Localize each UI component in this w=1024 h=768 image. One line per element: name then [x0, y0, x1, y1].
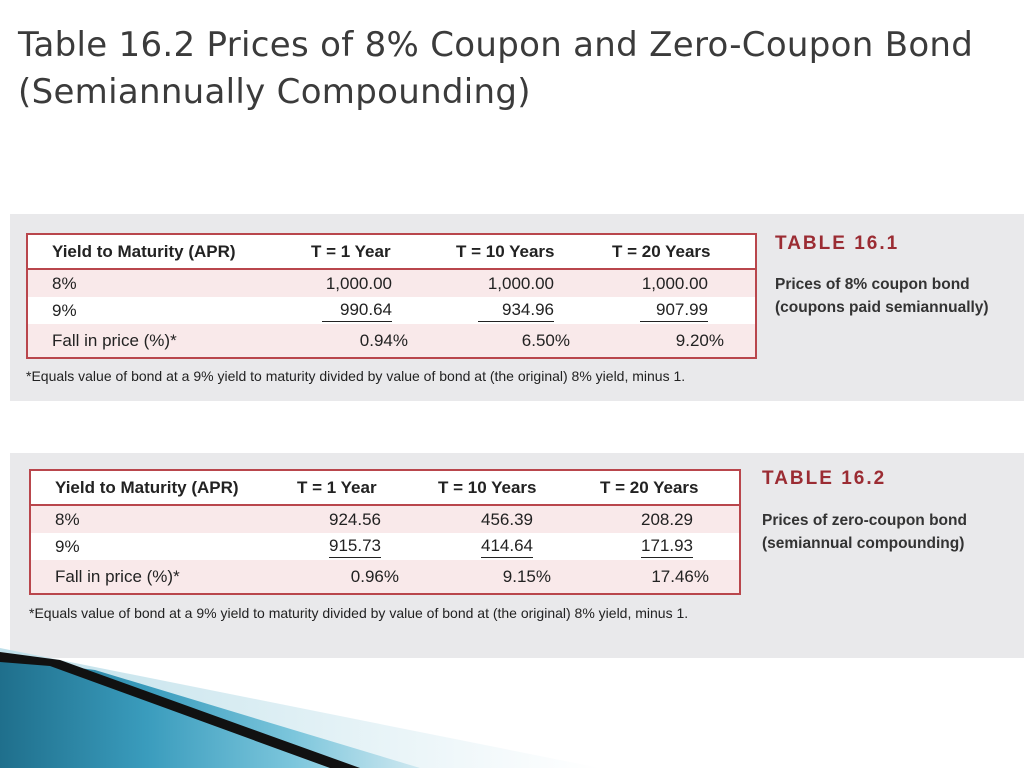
header-t10: T = 10 Years [456, 241, 555, 261]
row-label: Fall in price (%)* [55, 566, 180, 586]
table-caption: Prices of zero-coupon bond (semiannual c… [762, 512, 967, 552]
dark-stripe [0, 652, 360, 768]
table-row: 9% 990.64 934.96 907.99 [28, 297, 755, 324]
row-label: Fall in price (%)* [52, 330, 177, 350]
cell-t20: 907.99 [640, 297, 708, 324]
cell-t10: 414.64 [481, 533, 533, 560]
cell-t10: 6.50% [521, 330, 570, 350]
header-yield: Yield to Maturity (APR) [52, 241, 236, 261]
header-t20: T = 20 Years [600, 477, 699, 497]
row-label: 8% [52, 273, 77, 293]
table-row: Fall in price (%)* 0.96% 9.15% 17.46% [31, 560, 739, 593]
header-t1: T = 1 Year [311, 241, 391, 261]
table-header-row: Yield to Maturity (APR) T = 1 Year T = 1… [28, 235, 755, 270]
underlined-value: 907.99 [640, 300, 708, 322]
row-label: 9% [55, 536, 80, 556]
header-t1: T = 1 Year [297, 477, 377, 497]
cell-t1: 0.96% [350, 566, 399, 586]
table-16-1-panel: Yield to Maturity (APR) T = 1 Year T = 1… [10, 214, 1024, 401]
slide-title: Table 16.2 Prices of 8% Coupon and Zero-… [18, 25, 974, 112]
decorative-swoosh [0, 648, 600, 768]
cell-t20: 17.46% [651, 566, 709, 586]
cell-t20: 171.93 [641, 533, 693, 560]
cell-t20: 1,000.00 [641, 273, 708, 293]
cell-t10: 9.15% [502, 566, 551, 586]
header-t20: T = 20 Years [612, 241, 711, 261]
table-16-2-panel: Yield to Maturity (APR) T = 1 Year T = 1… [10, 453, 1024, 658]
table-footnote: *Equals value of bond at a 9% yield to m… [29, 605, 689, 621]
cell-t1: 915.73 [329, 533, 381, 560]
underlined-value: 934.96 [478, 300, 554, 322]
table-row: 9% 915.73 414.64 171.93 [31, 533, 739, 560]
cell-t1: 990.64 [322, 297, 392, 324]
cell-t20: 208.29 [641, 509, 693, 529]
underlined-value: 414.64 [481, 536, 533, 558]
table-header-row: Yield to Maturity (APR) T = 1 Year T = 1… [31, 471, 739, 506]
table-row: 8% 1,000.00 1,000.00 1,000.00 [28, 270, 755, 297]
header-t10: T = 10 Years [438, 477, 537, 497]
cell-t1: 1,000.00 [325, 273, 392, 293]
underlined-value: 990.64 [322, 300, 392, 322]
header-yield: Yield to Maturity (APR) [55, 477, 239, 497]
underlined-value: 171.93 [641, 536, 693, 558]
teal-stripe [0, 658, 420, 768]
coupon-bond-table: Yield to Maturity (APR) T = 1 Year T = 1… [26, 233, 757, 359]
cell-t10: 1,000.00 [487, 273, 554, 293]
table-number-label: TABLE 16.1 [775, 233, 900, 254]
table-footnote: *Equals value of bond at a 9% yield to m… [26, 368, 686, 384]
cell-t10: 456.39 [481, 509, 533, 529]
table-row: Fall in price (%)* 0.94% 6.50% 9.20% [28, 324, 755, 357]
row-label: 9% [52, 300, 77, 320]
cell-t10: 934.96 [478, 297, 554, 324]
table-row: 8% 924.56 456.39 208.29 [31, 506, 739, 533]
table-number-label: TABLE 16.2 [762, 468, 887, 489]
underlined-value: 915.73 [329, 536, 381, 558]
row-label: 8% [55, 509, 80, 529]
table-caption: Prices of 8% coupon bond (coupons paid s… [775, 276, 989, 316]
cell-t1: 0.94% [359, 330, 408, 350]
cell-t1: 924.56 [329, 509, 381, 529]
cell-t20: 9.20% [675, 330, 724, 350]
zero-coupon-bond-table: Yield to Maturity (APR) T = 1 Year T = 1… [29, 469, 741, 595]
